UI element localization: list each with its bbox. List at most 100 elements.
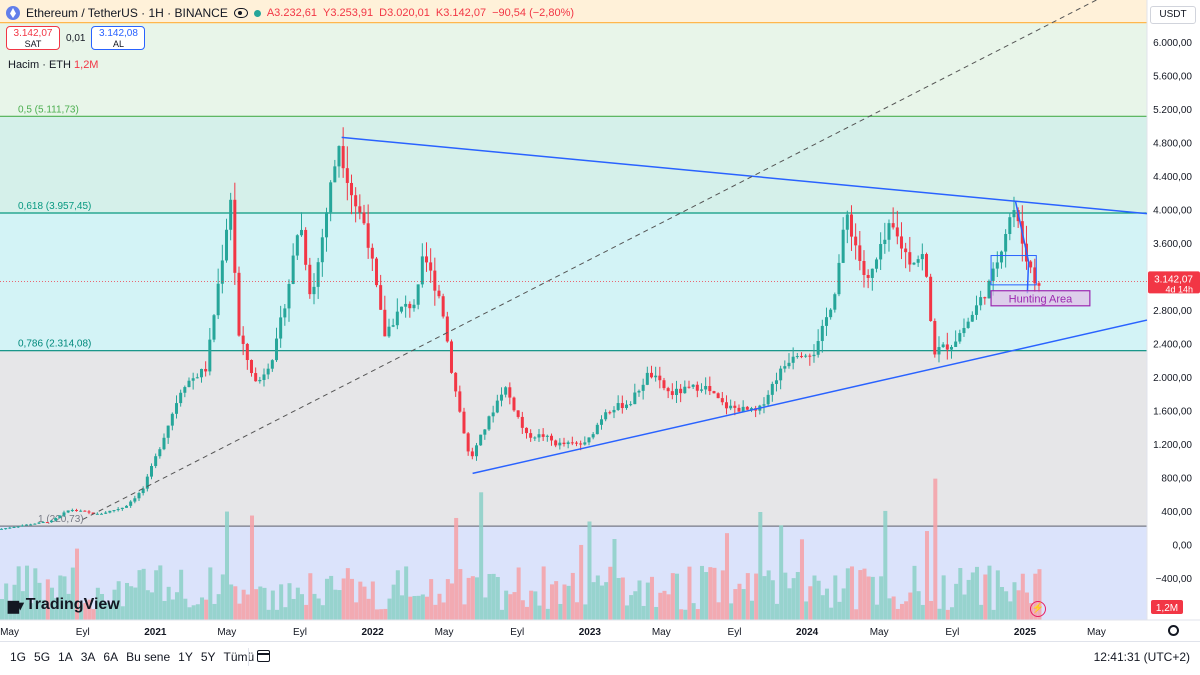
candle-body bbox=[991, 268, 995, 281]
volume-bar bbox=[591, 582, 596, 620]
candle-body bbox=[820, 325, 824, 342]
candle-body bbox=[970, 314, 974, 322]
volume-bar bbox=[312, 593, 317, 620]
volume-bar bbox=[212, 603, 217, 620]
currency-selector[interactable]: USDT bbox=[1150, 6, 1196, 24]
y-tick-label: 0,00 bbox=[1173, 541, 1193, 552]
candle-body bbox=[304, 229, 308, 265]
candle-body bbox=[333, 166, 337, 183]
volume-bar bbox=[658, 592, 663, 620]
candle-body bbox=[599, 419, 603, 425]
volume-bar bbox=[174, 592, 179, 620]
volume-bar bbox=[262, 587, 267, 620]
eye-icon[interactable] bbox=[233, 8, 248, 18]
tradingview-mark-icon: ▆▾ bbox=[8, 596, 24, 613]
candle-body bbox=[712, 391, 716, 394]
hunting-area-box[interactable] bbox=[990, 290, 1091, 307]
x-tick-label: May bbox=[652, 627, 671, 638]
candle-body bbox=[574, 442, 578, 444]
volume-bar bbox=[845, 568, 850, 620]
volume-bar bbox=[583, 604, 588, 620]
fib-label: 0,786 (2.314,08) bbox=[18, 339, 91, 350]
volume-bar bbox=[754, 573, 759, 620]
range-button[interactable]: Tümü bbox=[223, 650, 255, 664]
candle-body bbox=[654, 375, 658, 378]
candle-body bbox=[749, 408, 753, 410]
candle-body bbox=[762, 404, 766, 406]
volume-bar bbox=[949, 607, 954, 620]
volume-bar bbox=[0, 599, 4, 620]
gear-icon[interactable] bbox=[1168, 625, 1179, 636]
candle-body bbox=[570, 442, 574, 444]
candle-body bbox=[208, 339, 212, 372]
volume-legend[interactable]: Hacim · ETH 1,2M bbox=[8, 59, 98, 71]
candle-body bbox=[45, 522, 49, 524]
range-button[interactable]: 6A bbox=[103, 650, 119, 664]
volume-bar bbox=[462, 604, 467, 620]
sell-button[interactable]: 3.142,07 SAT bbox=[6, 26, 60, 50]
x-tick-label: 2023 bbox=[579, 627, 602, 638]
candle-body bbox=[399, 306, 403, 312]
trendlines[interactable] bbox=[82, 0, 1148, 520]
volume-bar bbox=[841, 588, 846, 620]
candle-body bbox=[520, 416, 524, 428]
volume-bar bbox=[537, 605, 542, 620]
candle-body bbox=[620, 403, 624, 409]
fib-zone bbox=[0, 116, 1147, 214]
trendline-resistance[interactable] bbox=[341, 136, 1148, 215]
volume-bar bbox=[208, 567, 213, 620]
volume-bar bbox=[145, 590, 150, 620]
volume-bar bbox=[170, 599, 175, 620]
candle-body bbox=[504, 387, 508, 395]
volume-bar bbox=[324, 578, 329, 620]
flash-icon[interactable]: ⚡ bbox=[1030, 601, 1046, 617]
candle-body bbox=[683, 386, 687, 394]
volume-bar bbox=[449, 583, 454, 620]
range-button[interactable]: 1Y bbox=[178, 650, 193, 664]
y-tick-label: 800,00 bbox=[1161, 474, 1192, 485]
range-button[interactable]: 1A bbox=[58, 650, 73, 664]
volume-bar bbox=[1037, 569, 1042, 620]
buy-price: 3.142,08 bbox=[99, 28, 138, 39]
calendar-range-icon[interactable] bbox=[257, 650, 270, 662]
range-button[interactable]: 1G bbox=[10, 650, 27, 664]
candle-body bbox=[437, 290, 441, 297]
volume-bar bbox=[724, 533, 729, 620]
volume-bar bbox=[708, 567, 713, 620]
candle-body bbox=[949, 346, 953, 350]
volume-bar bbox=[608, 566, 613, 620]
volume-bar bbox=[445, 579, 450, 620]
candle-body bbox=[166, 425, 170, 438]
clock[interactable]: 12:41:31 (UTC+2) bbox=[1093, 650, 1190, 664]
trendline-support[interactable] bbox=[472, 319, 1148, 475]
trendline-diagonal[interactable] bbox=[82, 0, 1097, 520]
volume-bar bbox=[133, 587, 138, 620]
range-button[interactable]: Bu sene bbox=[126, 650, 171, 664]
tradingview-logo[interactable]: ▆▾ TradingView bbox=[8, 596, 120, 614]
candle-body bbox=[99, 513, 103, 515]
range-button[interactable]: 3A bbox=[80, 650, 96, 664]
candle-body bbox=[999, 251, 1003, 263]
volume-bar bbox=[66, 593, 71, 620]
volume-bar bbox=[362, 586, 367, 620]
symbol-header: Ethereum / TetherUS · 1H · BINANCE A3.23… bbox=[6, 4, 574, 22]
candle-body bbox=[133, 498, 137, 502]
range-button[interactable]: 5G bbox=[34, 650, 51, 664]
candle-body bbox=[920, 254, 924, 260]
bottom-toolbar: 1G 5G 1A 3A 6A Bu sene 1Y 5Y Tümü 12:41:31 (UTC+… bbox=[0, 641, 1200, 674]
buy-button[interactable]: 3.142,08 AL bbox=[91, 26, 146, 50]
candle-body bbox=[74, 510, 78, 512]
symbol-title[interactable]: Ethereum / TetherUS · 1H · BINANCE bbox=[26, 6, 228, 20]
y-tick-label: 2.800,00 bbox=[1153, 306, 1192, 317]
volume-bar bbox=[870, 576, 875, 620]
candle-body bbox=[179, 392, 183, 404]
volume-bar bbox=[141, 568, 146, 620]
volume-bar bbox=[329, 575, 334, 620]
volume-bar bbox=[737, 583, 742, 620]
candle-body bbox=[849, 214, 853, 237]
range-button[interactable]: 5Y bbox=[200, 650, 216, 664]
volume-bar bbox=[558, 603, 563, 620]
candle-body bbox=[91, 512, 95, 515]
